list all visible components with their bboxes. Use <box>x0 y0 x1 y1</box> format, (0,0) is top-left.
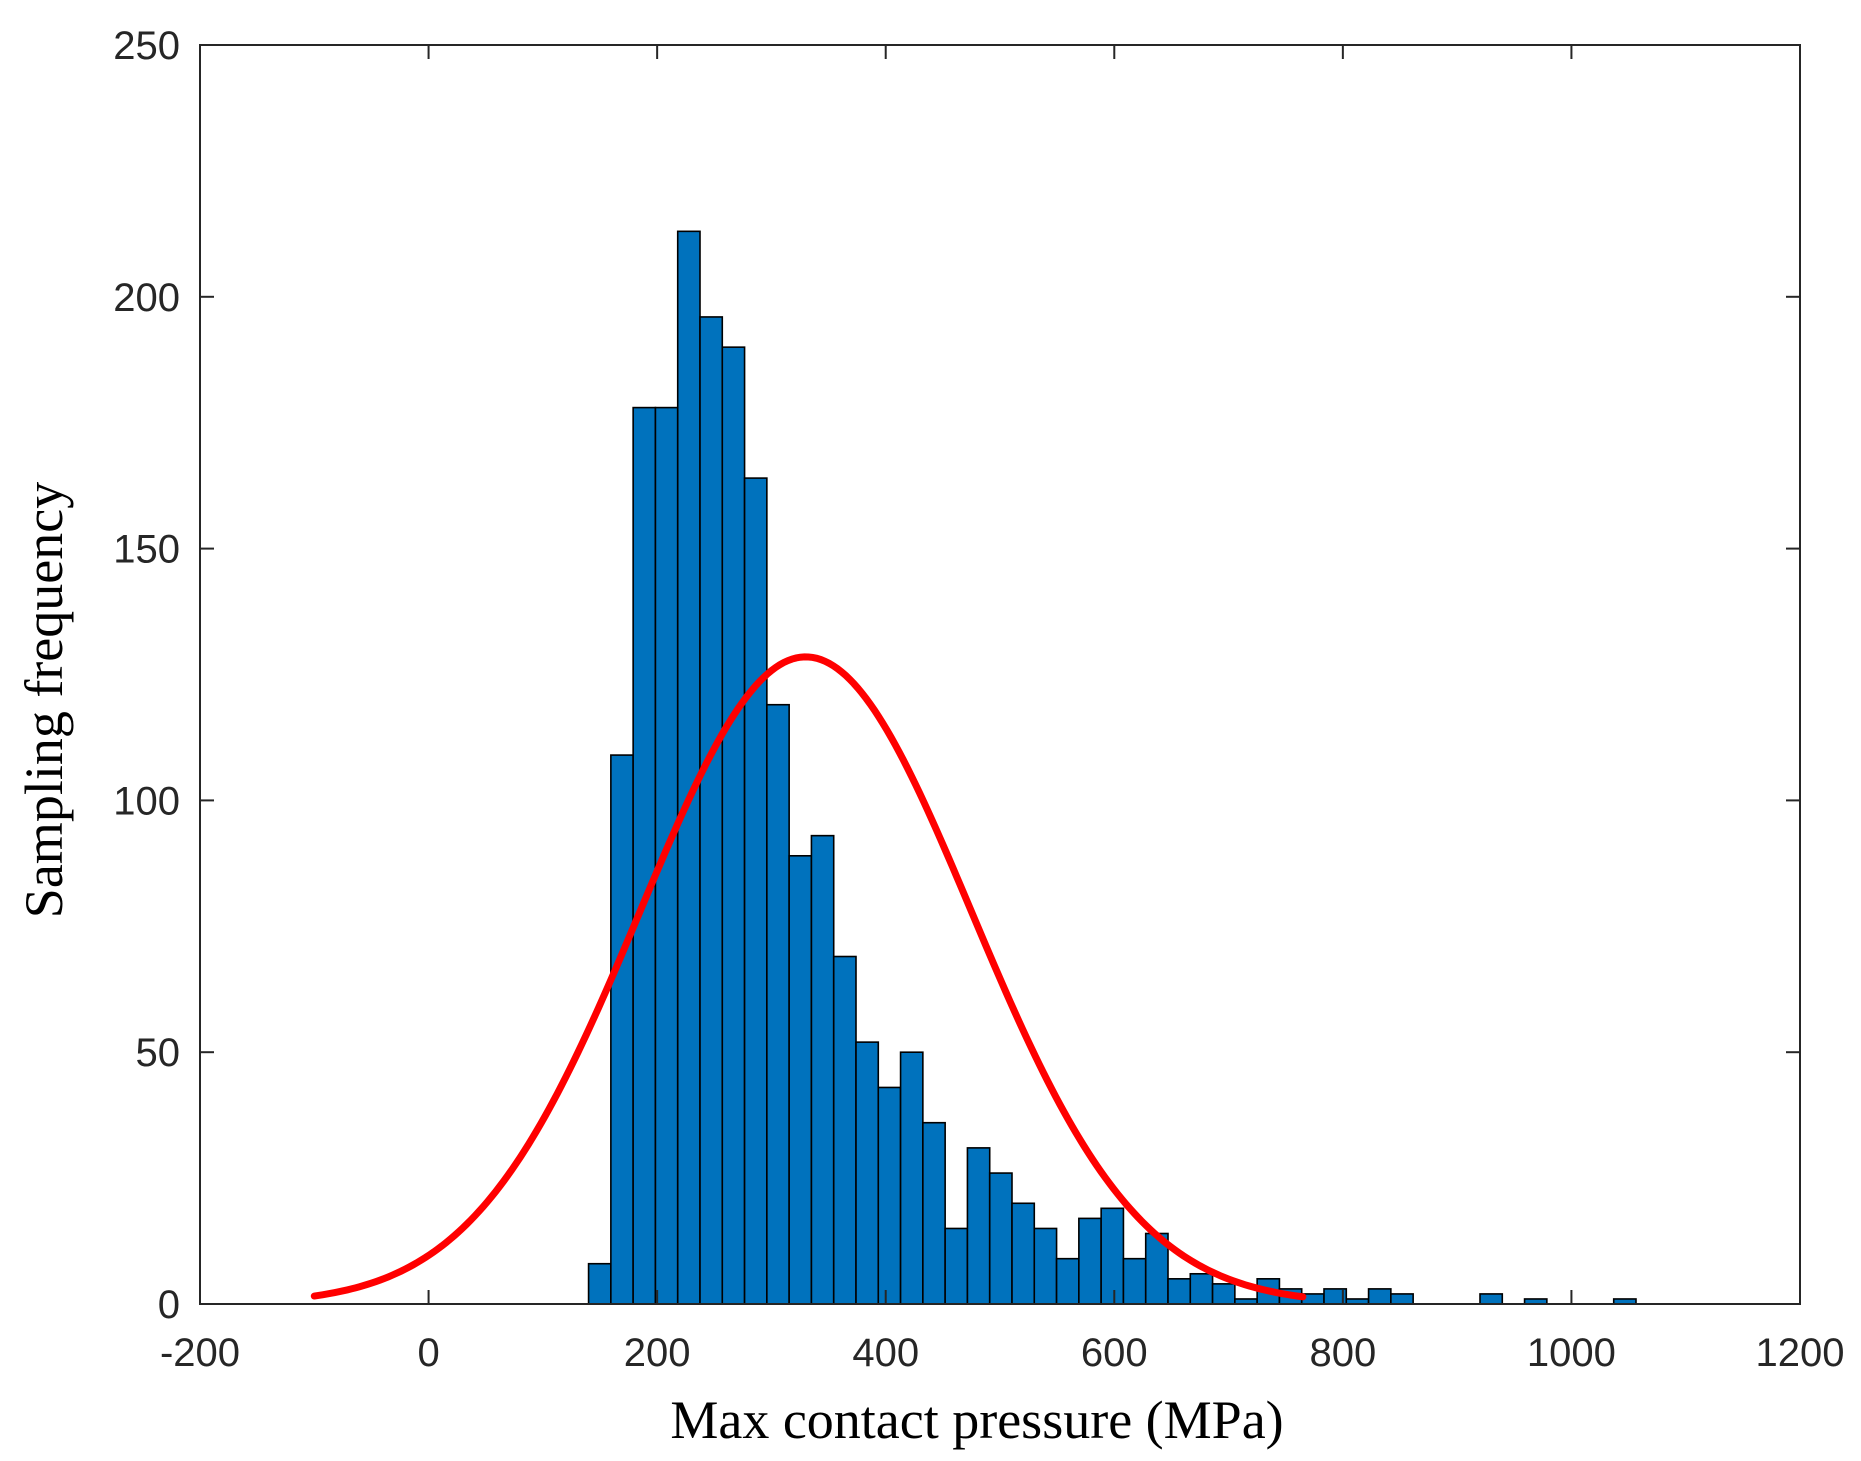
x-tick-label: 400 <box>852 1331 919 1375</box>
axes-box <box>199 44 1801 1305</box>
histogram-bar <box>988 1172 1013 1305</box>
x-tick-label: 200 <box>624 1331 691 1375</box>
histogram-bar <box>1167 1278 1192 1305</box>
histogram-bar <box>944 1227 969 1305</box>
histogram-bar <box>810 834 835 1305</box>
histogram-bar <box>587 1262 612 1305</box>
y-tick-label: 0 <box>158 1283 180 1327</box>
axis-ticks <box>199 44 1801 1305</box>
x-tick-label: -200 <box>160 1331 240 1375</box>
x-tick-label: 600 <box>1081 1331 1148 1375</box>
histogram-bar <box>1011 1202 1036 1305</box>
histogram-bar <box>1078 1217 1102 1305</box>
x-axis-label: Max contact pressure (MPa) <box>670 1390 1283 1450</box>
histogram-bar <box>1100 1207 1125 1305</box>
histogram-bar <box>1122 1257 1147 1305</box>
y-axis-label: Sampling frequency <box>14 482 74 918</box>
y-tick-label: 150 <box>113 528 180 572</box>
x-tick-label: 1000 <box>1527 1331 1616 1375</box>
x-tick-label: 800 <box>1309 1331 1376 1375</box>
y-tick-label: 200 <box>113 276 180 320</box>
x-tick-label: 1200 <box>1756 1331 1845 1375</box>
histogram-bar <box>721 346 746 1305</box>
histogram-bar <box>832 955 857 1305</box>
x-tick-labels: -200 0 200 400 600 800 1000 1200 <box>160 1331 1845 1375</box>
histogram-bar <box>1055 1257 1080 1305</box>
x-tick-label: 0 <box>417 1331 439 1375</box>
y-tick-label: 100 <box>113 779 180 823</box>
normal-fit-curve <box>310 653 1307 1301</box>
histogram-bar <box>676 230 701 1305</box>
histogram-bar <box>1367 1288 1392 1305</box>
histogram-bar <box>1033 1227 1058 1305</box>
y-tick-label: 50 <box>136 1031 181 1075</box>
histogram-bar <box>899 1051 924 1305</box>
histogram-bar <box>766 703 790 1305</box>
histogram-bar <box>1211 1283 1236 1305</box>
histogram-bar <box>1479 1293 1504 1305</box>
histogram-bar <box>788 854 813 1305</box>
histogram-bar <box>1189 1272 1214 1305</box>
histogram-bar <box>966 1147 991 1305</box>
histogram-bars <box>587 230 1637 1305</box>
y-tick-labels: 0 50 100 150 200 250 <box>113 24 180 1327</box>
histogram-bar <box>632 406 657 1305</box>
y-tick-label: 250 <box>113 24 180 68</box>
histogram-bar <box>855 1041 880 1305</box>
histogram-bar <box>877 1086 902 1305</box>
histogram-bar <box>1390 1293 1414 1305</box>
histogram-bar <box>699 316 724 1305</box>
histogram-bar <box>610 754 634 1305</box>
histogram-bar <box>922 1121 946 1305</box>
histogram-bar <box>743 477 768 1305</box>
